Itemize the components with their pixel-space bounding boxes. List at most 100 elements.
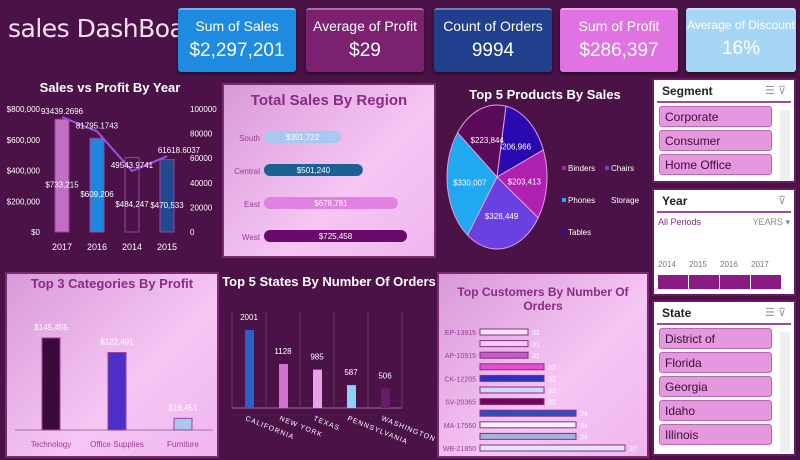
kpi-label: Sum of Profit [578,18,660,34]
multi-select-icon[interactable]: ☰ [765,85,775,97]
clear-filter-icon[interactable]: ⊽ [777,195,786,207]
sales-by-region-chart: Total Sales By Region South $391,722 Centr… [222,83,436,258]
slicer-title: Segment [662,84,713,98]
y-tick-label: South [239,134,260,143]
year-label: 2017 [751,260,769,269]
timeline-year[interactable]: 2017 [751,260,782,289]
x-tick-label: 2017 [52,242,72,252]
bar-label: $18,451 [169,403,198,412]
slicer-item[interactable]: Georgia [659,376,772,397]
region-bar [264,230,407,242]
category-bar [107,352,127,431]
sales-vs-profit-chart: Sales vs Profit By Year $0 $200,000 $400,0… [0,78,220,266]
slicer-item[interactable]: Home Office [659,154,772,175]
chart-title: Total Sales By Region [250,92,408,109]
legend-label: Chairs [611,164,634,173]
line-label: 61618.6037 [158,146,201,155]
slicer-item[interactable]: Illinois [659,424,772,445]
year-timeline-slicer: Year ⊽ All Periods YEARS ▾ 2014 2015 2016 201… [652,188,796,296]
year-label: 2016 [720,260,738,269]
pie-slice [456,104,507,179]
bar-label: 32 [548,400,556,407]
slicer-item[interactable]: Corporate [659,106,772,127]
state-bar [245,330,254,408]
bar-label: 34 [580,434,588,441]
slicer-item[interactable]: Consumer [659,130,772,151]
timeline-bar[interactable] [658,275,688,289]
y-tick-label: Central [234,167,260,176]
scrollbar[interactable] [780,110,790,180]
year-label: 2015 [689,260,707,269]
category-bar [41,337,61,431]
pie-slice [496,105,544,178]
y-tick-label: $0 [31,228,40,237]
legend-swatch [562,230,566,234]
x-tick-label: Technology [31,440,71,449]
slicer-item[interactable]: Idaho [659,400,772,421]
chart-title: Top Customers By Number Of Orders [457,285,629,313]
timeline-bar[interactable] [689,275,719,289]
timeline-year[interactable]: 2014 [658,260,689,289]
y-tick-label: $800,000 [7,105,41,114]
state-bar [279,364,288,408]
bar-label: $733,215 [45,181,79,190]
slice-label: $206,966 [498,142,532,151]
pie-slice [466,176,539,250]
bar-label: $501,240 [297,166,331,175]
y-tick-label: $600,000 [7,136,41,145]
bar-label: $725,458 [319,232,353,241]
customer-bar [479,432,577,440]
y2-tick-label: 100000 [190,105,217,114]
scrollbar[interactable] [780,332,790,452]
kpi-label: Sum of Sales [195,18,279,34]
customer-bar [479,328,529,336]
y-tick-label: EP-13915 [445,330,476,337]
kpi-value: 9994 [471,40,515,61]
slice-label: $328,449 [485,212,519,221]
bar-label: 1128 [274,347,292,356]
sales-bar [89,137,105,233]
timeline-year[interactable]: 2016 [720,260,751,289]
timeline-bar[interactable] [720,275,750,289]
state-bar [313,369,322,408]
multi-select-icon[interactable]: ☰ [765,307,775,319]
y-tick-label: AP-10915 [445,353,476,360]
legend-label: Binders [568,164,595,173]
kpi-card: Average of Profit $29 [306,8,424,72]
pie-slice [496,149,548,219]
y-tick-label: East [244,200,261,209]
bar-label: 32 [548,376,556,383]
state-bar [381,388,390,408]
clear-filter-icon[interactable]: ⊽ [777,307,786,319]
dashboard-title: sales DashBoard [8,14,210,43]
slicer-item[interactable]: Florida [659,352,772,373]
slicer-item[interactable]: District of Columbia [659,328,772,349]
slice-label: $223,844 [471,136,505,145]
legend-swatch [562,198,566,202]
customer-bar [479,340,529,348]
bar-label: 587 [344,368,358,377]
customer-bar [479,398,545,406]
all-periods-label: All Periods [658,217,702,227]
y-tick-label: WB-21850 [443,446,476,453]
bar-label: 32 [548,365,556,372]
timeline-year[interactable]: 2015 [689,260,720,289]
clear-filter-icon[interactable]: ⊽ [777,85,786,97]
sales-bar [159,159,175,233]
customer-bar [479,386,545,394]
y2-tick-label: 40000 [190,179,213,188]
time-level-dropdown[interactable]: YEARS ▾ [752,217,790,227]
bar-label: $484,247 [115,200,149,209]
sales-bar [124,157,140,233]
timeline-bar[interactable] [751,275,781,289]
line-label: 81795.1743 [76,121,119,130]
customer-bar [479,444,626,452]
bar-label: $122,491 [100,338,134,347]
bar-label: $145,455 [34,323,68,332]
y2-tick-label: 80000 [190,130,213,139]
legend-swatch [562,166,566,170]
slicer-title: State [662,306,692,320]
bar-label: 34 [580,423,588,430]
y2-tick-label: 60000 [190,154,213,163]
pie-slice [446,131,498,237]
